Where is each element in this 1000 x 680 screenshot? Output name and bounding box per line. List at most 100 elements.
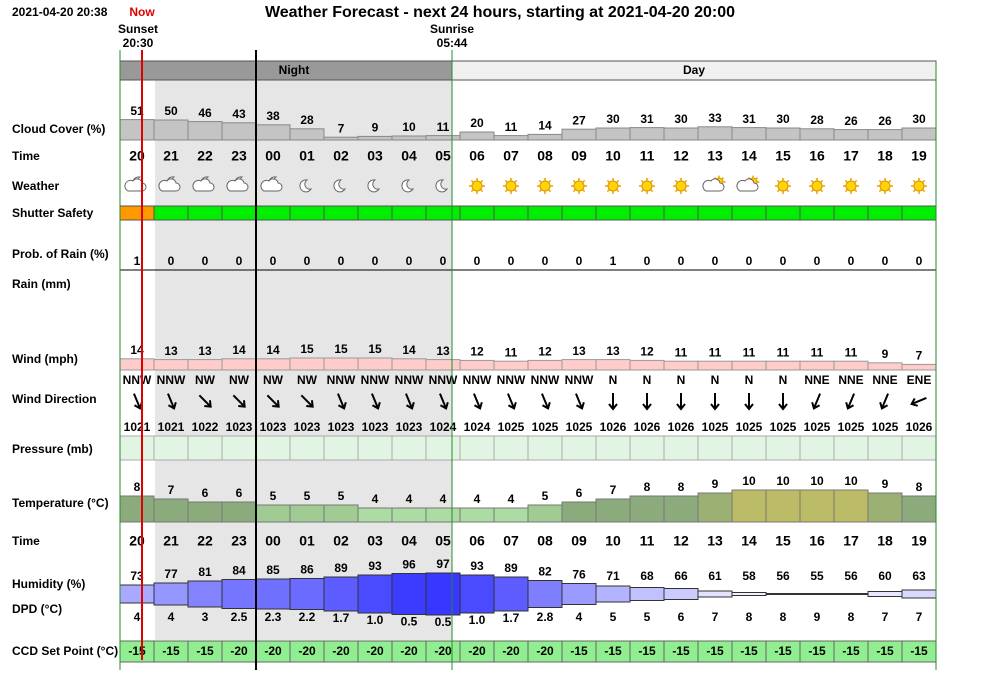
humidity-bar: [493, 576, 529, 612]
value-label: 93: [368, 559, 382, 573]
hour-label: 15: [775, 533, 791, 549]
humidity-bar: [697, 590, 733, 598]
sun-ray: [582, 179, 586, 183]
cloud-bar: [459, 131, 495, 141]
value-label: 1024: [464, 420, 491, 434]
cloud-bar: [221, 122, 257, 141]
value-label: NNW: [565, 373, 594, 387]
sun-ray: [878, 189, 882, 193]
cloud-bar: [425, 135, 461, 141]
row-label: Wind (mph): [12, 352, 78, 366]
cloud: [736, 178, 759, 192]
value-label: 0: [304, 254, 311, 268]
sun-ray: [922, 189, 926, 193]
sun-ray: [548, 189, 552, 193]
value-label: -15: [638, 644, 656, 658]
hour-label: 11: [640, 533, 655, 549]
value-label: 61: [708, 569, 722, 583]
sun-ray: [888, 179, 892, 183]
shutter-cell: [425, 205, 461, 221]
hour-label: 00: [265, 533, 281, 549]
cloud-bar: [289, 128, 325, 141]
value-label: 0: [440, 254, 447, 268]
value-label: 0: [712, 254, 719, 268]
value-label: 6: [236, 486, 243, 500]
value-label: 0: [372, 254, 379, 268]
value-label: 13: [606, 344, 620, 358]
value-label: 4: [406, 492, 413, 506]
humidity-bar: [187, 580, 223, 608]
hour-label: 01: [299, 533, 315, 549]
cloud: [192, 178, 215, 192]
humidity-bar: [119, 584, 155, 604]
pressure-cell: [663, 435, 699, 461]
weather-icon: [843, 178, 859, 194]
shutter-cell: [527, 205, 563, 221]
weather-icon: [877, 178, 893, 194]
value-label: 9: [712, 477, 719, 491]
weather-icon: [702, 175, 726, 192]
value-label: 56: [776, 569, 790, 583]
value-label: -15: [570, 644, 588, 658]
value-label: 9: [372, 121, 379, 135]
row-label: Rain (mm): [12, 277, 71, 291]
humidity-bar: [425, 572, 461, 616]
weather-icon: [571, 178, 587, 194]
hour-label: 18: [877, 148, 893, 164]
weather-icon: [809, 178, 825, 194]
row-label: Time: [12, 534, 40, 548]
wind-arrow: [473, 393, 483, 410]
hour-label: 22: [197, 533, 213, 549]
value-label: -20: [264, 644, 282, 658]
shutter-cell: [357, 205, 393, 221]
dpd-label: 4: [134, 610, 141, 624]
value-label: 11: [777, 345, 790, 359]
value-label: 1023: [294, 420, 321, 434]
weather-icon: [503, 178, 519, 194]
wind-bar: [731, 360, 767, 371]
dpd-label: 3: [202, 610, 209, 624]
temperature-bar: [255, 504, 291, 523]
humidity-bar: [289, 578, 325, 610]
value-label: 4: [440, 492, 447, 506]
dpd-label: 2.8: [537, 610, 554, 624]
shutter-cell: [731, 205, 767, 221]
day-label: Day: [683, 63, 705, 77]
sun-ray: [674, 179, 678, 183]
pressure-cell: [799, 435, 835, 461]
wind-bar: [799, 360, 835, 371]
pressure-cell: [731, 435, 767, 461]
weather-icon: [435, 179, 449, 193]
cloud-bar: [731, 127, 767, 141]
value-label: 1023: [362, 420, 389, 434]
sun: [573, 180, 585, 192]
wind-arrow: [811, 393, 821, 410]
sun-ray: [878, 179, 882, 183]
value-label: NNW: [429, 373, 458, 387]
sun: [471, 180, 483, 192]
wind-arrow: [744, 393, 754, 411]
value-label: 12: [640, 345, 654, 359]
value-label: 1026: [600, 420, 627, 434]
wind-arrow: [778, 393, 788, 411]
value-label: 8: [678, 480, 685, 494]
dpd-label: 0.5: [401, 615, 418, 629]
value-label: 30: [606, 112, 620, 126]
value-label: 4: [508, 492, 515, 506]
value-label: 0: [916, 254, 923, 268]
sun-ray: [650, 189, 654, 193]
moon: [333, 179, 347, 193]
shutter-cell: [561, 205, 597, 221]
sunset-time: 20:30: [123, 36, 154, 50]
sun-ray: [606, 179, 610, 183]
sun-ray: [640, 179, 644, 183]
value-label: 10: [402, 120, 416, 134]
shutter-cell: [323, 205, 359, 221]
dpd-label: 7: [882, 610, 889, 624]
value-label: 86: [300, 563, 314, 577]
shutter-cell: [629, 205, 665, 221]
dpd-label: 2.3: [265, 610, 282, 624]
temperature-bar: [187, 501, 223, 523]
shutter-cell: [459, 205, 495, 221]
weather-icon: [537, 178, 553, 194]
